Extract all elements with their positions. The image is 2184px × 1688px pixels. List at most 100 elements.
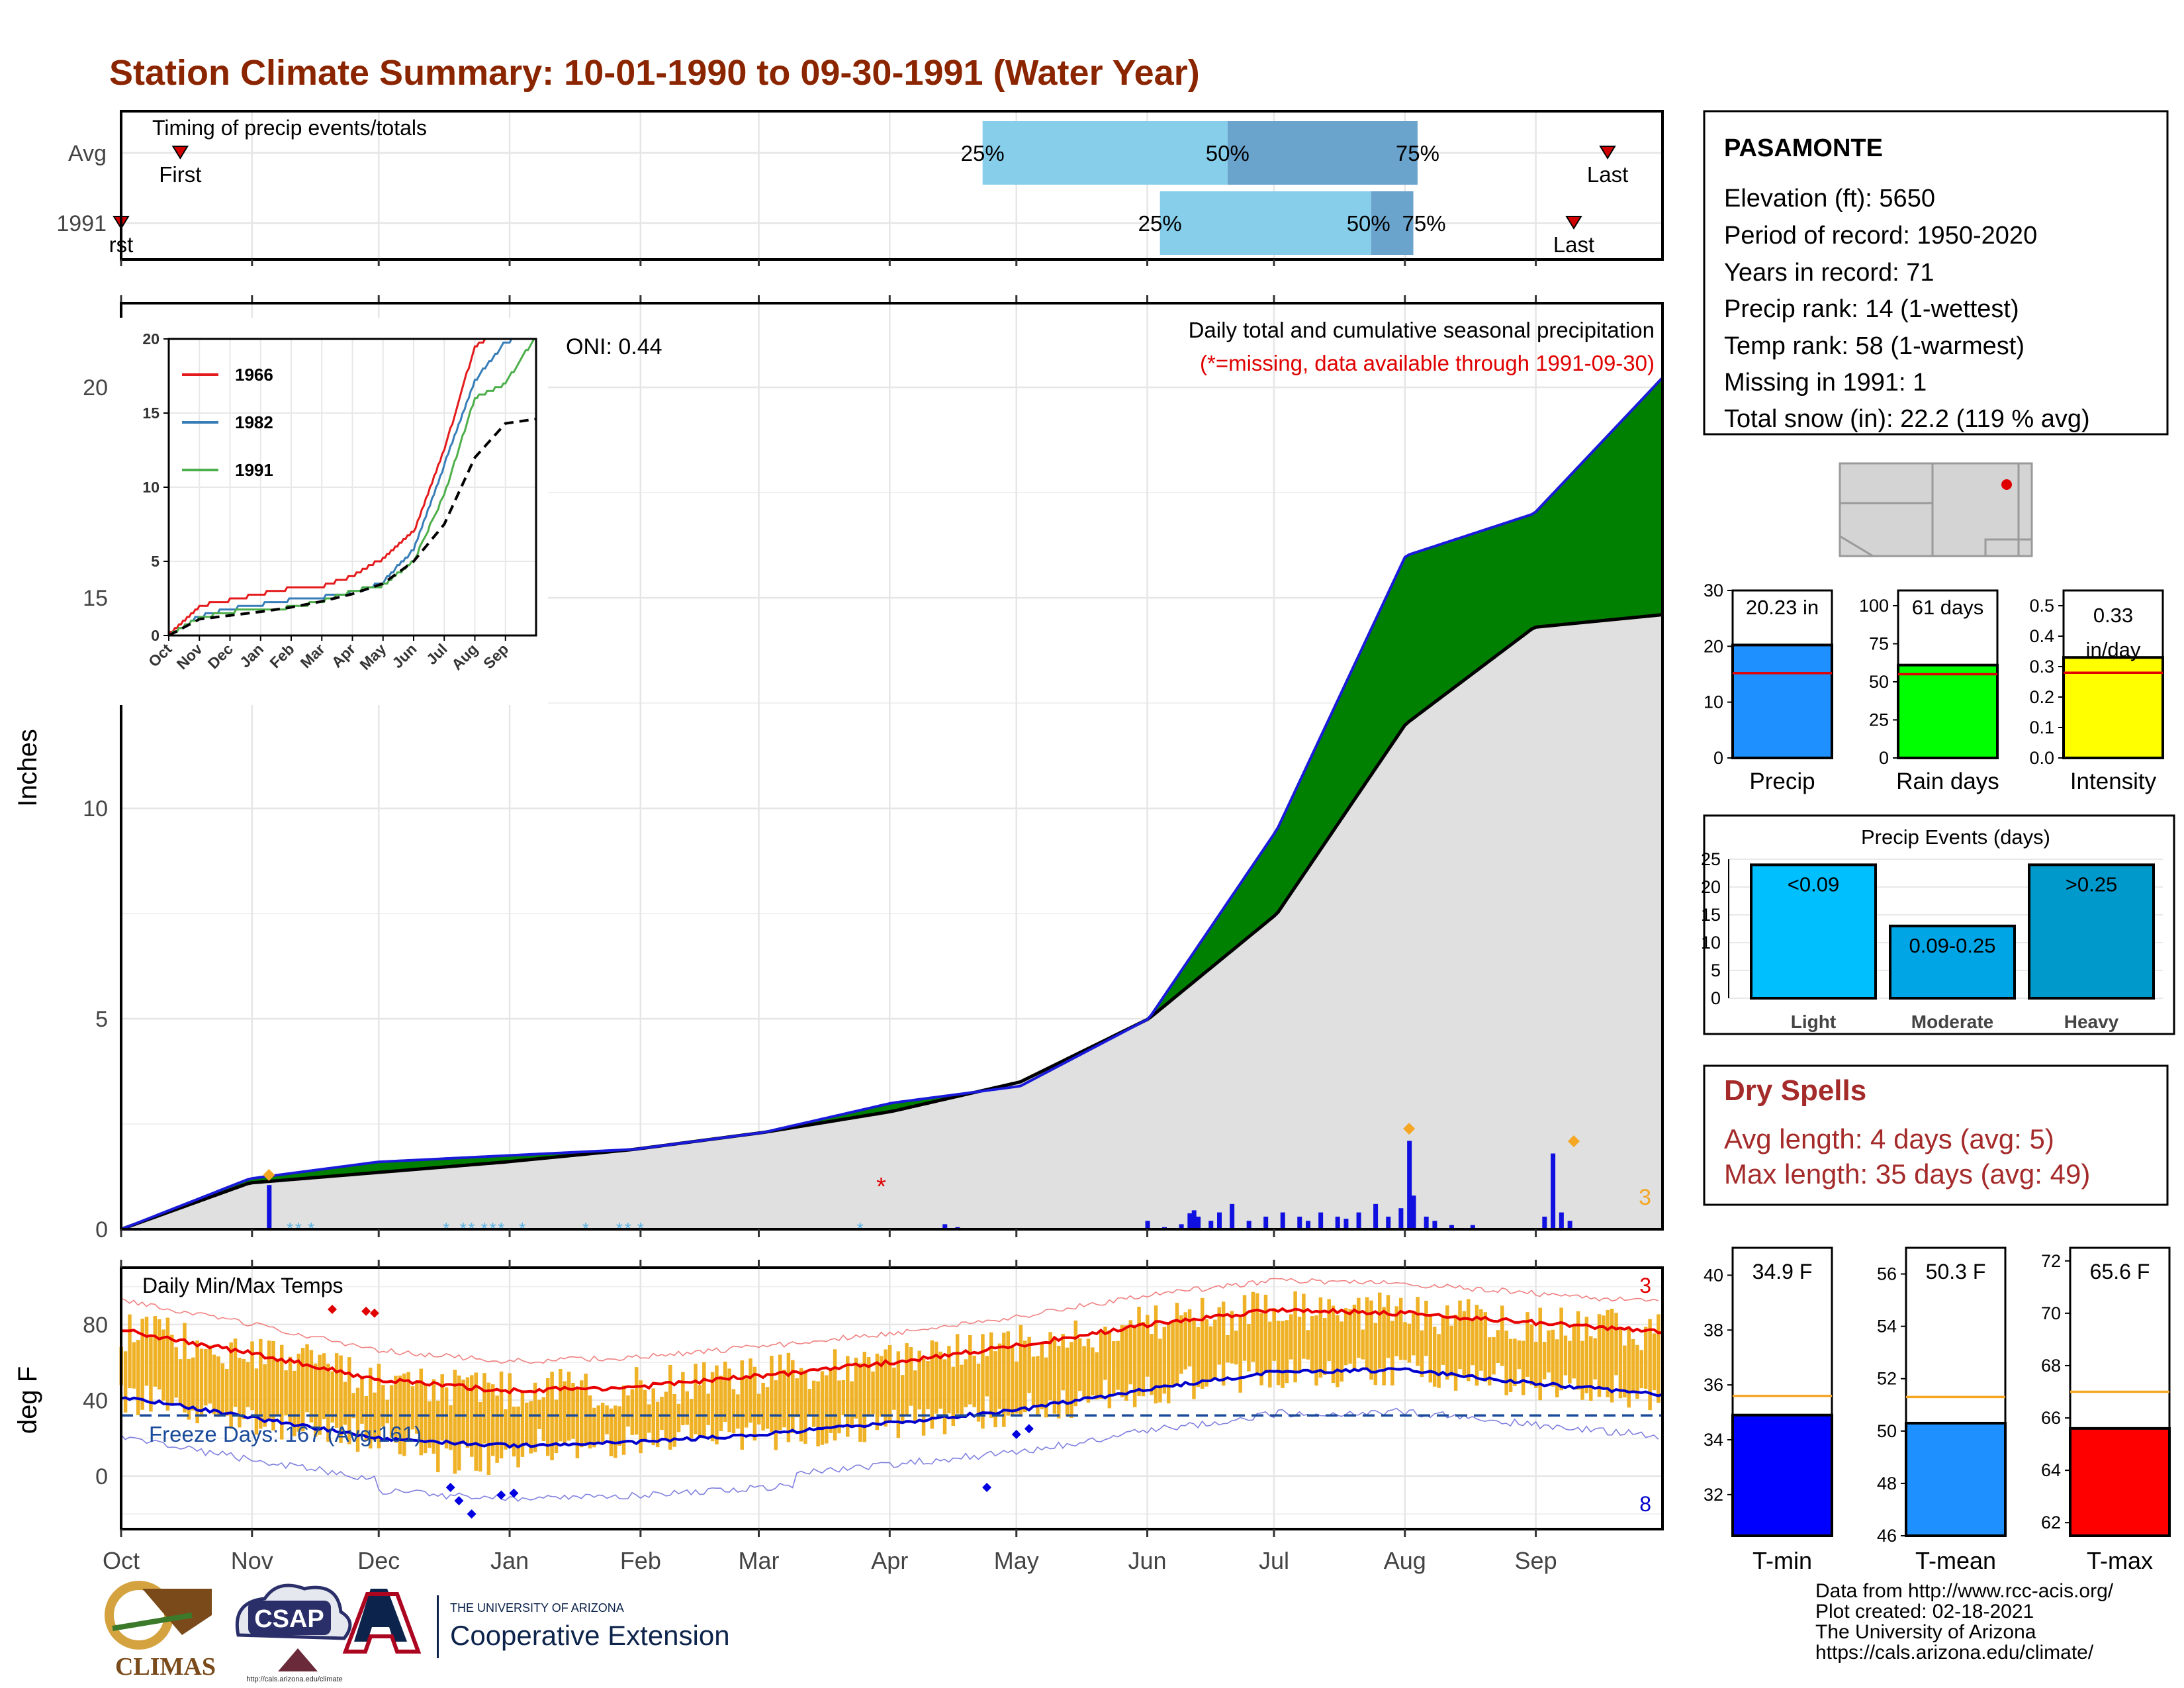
daily-temp-bar [698,1385,702,1437]
daily-temp-bar [1158,1338,1162,1403]
daily-temp-bar [1255,1293,1259,1376]
daily-temp-bar [871,1371,875,1415]
daily-temp-bar [183,1323,187,1413]
daily-temp-bar [1652,1333,1657,1391]
daily-temp-bar [1166,1322,1171,1403]
daily-precip-bar [1559,1212,1564,1229]
daily-precip-bar [1179,1224,1184,1229]
daily-temp-bar [1504,1331,1508,1395]
daily-temp-bar [571,1383,575,1439]
daily-precip-bar [1432,1221,1437,1229]
daily-temp-bar [377,1364,381,1449]
daily-temp-bar [1614,1313,1618,1376]
daily-temp-bar [1479,1309,1483,1371]
daily-temp-bar [1306,1330,1310,1360]
daily-temp-bar [1657,1314,1661,1403]
daily-temp-bar [1230,1311,1234,1364]
daily-temp-bar [930,1340,934,1429]
events-bar-label: <0.09 [1788,872,1839,896]
daily-temp-bar [199,1348,204,1417]
daily-temp-bar [609,1408,614,1456]
daily-temp-bar [554,1399,559,1454]
daily-temp-bar [660,1397,664,1430]
daily-temp-bar [791,1360,795,1433]
temp-stat-bar [2069,1427,2171,1537]
daily-temp-bar [972,1355,976,1407]
last-event-label: Last [1553,232,1594,257]
daily-temp-bar [1563,1335,1568,1376]
daily-temp-bar [854,1358,858,1419]
daily-temp-bar [153,1316,158,1387]
daily-temp-bar [1373,1323,1378,1385]
daily-temp-bar [875,1353,880,1430]
daily-temp-bar [672,1394,676,1447]
location-map [1839,462,2033,557]
daily-temp-bar [681,1372,685,1425]
temp-count-high: 3 [1639,1274,1651,1297]
daily-temp-bar [1069,1342,1073,1419]
daily-temp-bar [668,1365,672,1450]
daily-temp-bar [942,1359,947,1434]
daily-temp-bar [157,1319,161,1389]
daily-temp-bar [1213,1319,1217,1379]
daily-temp-bar [149,1335,153,1412]
daily-temp-bar [846,1356,850,1437]
daily-temp-bar [1175,1303,1179,1384]
daily-precip-bar [1297,1216,1302,1229]
climas-logo-text: CLIMAS [115,1653,216,1681]
daily-precip-bar [1306,1221,1311,1229]
daily-temp-bar [1247,1323,1251,1372]
daily-temp-bar [1534,1341,1538,1388]
last-event-marker [1599,146,1616,160]
daily-temp-bar [525,1402,529,1445]
daily-temp-bar [1095,1352,1099,1400]
month-tick-label: Jan [490,1547,529,1574]
daily-temp-bar [1618,1329,1623,1399]
daily-precip-bar [1343,1219,1349,1229]
daily-temp-bar [887,1345,892,1423]
daily-temp-bar [719,1376,723,1431]
timing-label-50: 50% [1347,211,1390,236]
daily-temp-bar [892,1367,896,1410]
daily-temp-bar [837,1380,841,1434]
daily-precip-bar [942,1224,948,1229]
temp-stat-value-label: 34.9 F [1752,1260,1813,1284]
first-event-marker [171,146,189,160]
daily-temp-bar [347,1357,351,1444]
temp-stat-y-tick-label: 36 [1704,1375,1723,1395]
daily-temp-bar [731,1389,736,1434]
footer-line: https://cals.arizona.edu/climate/ [1815,1642,2094,1664]
daily-temp-bar [486,1382,491,1476]
stat-y-tick-label: 50 [1869,672,1889,692]
daily-temp-bar [1432,1327,1437,1387]
daily-temp-bar [305,1344,309,1413]
station-line: Total snow (in): 22.2 (119 % avg) [1724,405,2090,433]
avg-tmax-line [120,1307,1663,1395]
daily-temp-bar [799,1368,803,1442]
daily-temp-bar [216,1356,220,1417]
stat-value-label: 0.33 [2093,604,2133,627]
daily-temp-bar [314,1363,318,1437]
stat-value-label: in/day [2086,638,2141,661]
daily-temp-bar [1259,1313,1263,1385]
daily-temp-bar [639,1380,643,1454]
daily-temp-bar [495,1395,499,1463]
daily-temp-bar [529,1401,533,1454]
daily-temp-bar [1154,1305,1158,1404]
stat-y-tick-label: 10 [1704,692,1723,712]
daily-temp-bar [1314,1315,1318,1386]
daily-temp-bar [1171,1320,1175,1386]
daily-temp-bar [1424,1300,1428,1356]
daily-temp-bar [900,1375,905,1422]
daily-temp-bar [1496,1330,1500,1364]
daily-temp-bar [220,1363,225,1415]
daily-temp-bar [1568,1340,1572,1384]
daily-temp-bar [132,1342,136,1389]
daily-temp-bar [1103,1327,1107,1380]
daily-temp-bar [406,1372,410,1442]
daily-temp-bar [1390,1321,1394,1385]
daily-temp-bar [178,1359,183,1404]
daily-temp-bar [1508,1338,1513,1392]
events-y-tick-label: 25 [1701,849,1721,869]
